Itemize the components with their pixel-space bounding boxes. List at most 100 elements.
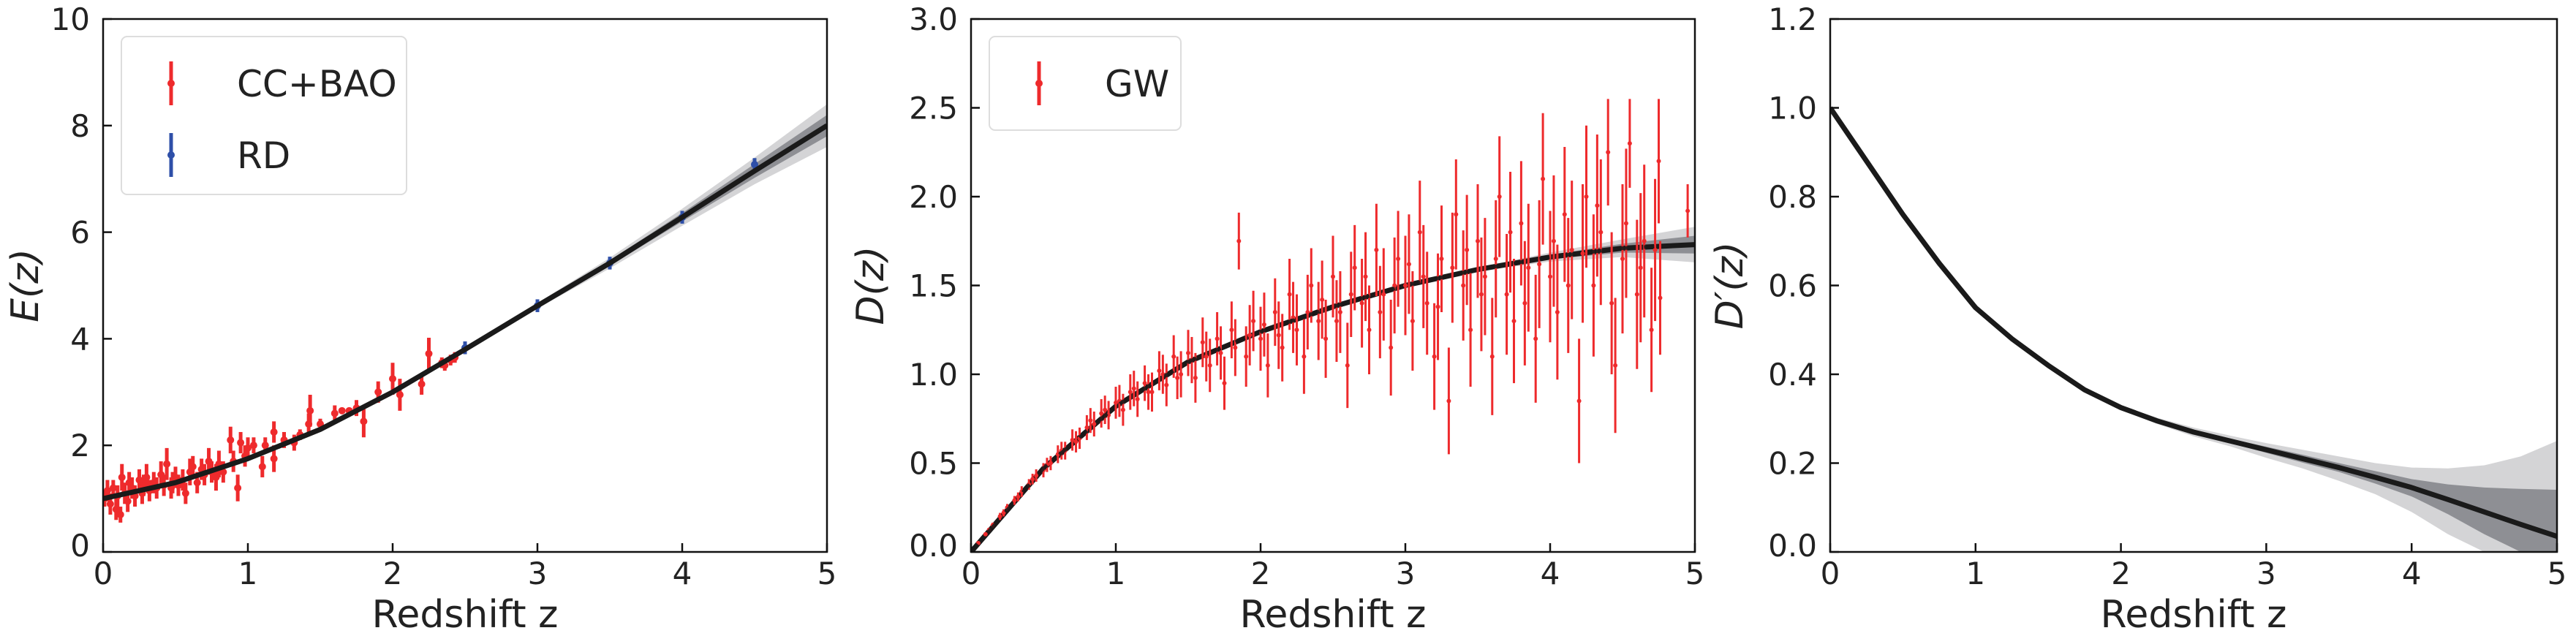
data-point: [1424, 251, 1429, 355]
marker: [1374, 247, 1379, 252]
marker: [1128, 390, 1133, 395]
data-point: [1258, 306, 1263, 371]
marker: [1186, 350, 1190, 355]
marker: [1508, 230, 1513, 235]
marker: [1287, 292, 1292, 297]
y-tick-label: 0.0: [909, 528, 958, 564]
y-tick-label: 1.5: [909, 268, 958, 304]
marker: [1175, 375, 1180, 380]
data-point: [1331, 235, 1335, 318]
data-point: [1461, 230, 1466, 341]
data-point: [1099, 399, 1104, 428]
marker: [1204, 354, 1209, 359]
data-point: [360, 405, 368, 438]
marker: [1493, 257, 1498, 262]
data-point: [1522, 241, 1527, 366]
marker: [1222, 381, 1227, 386]
data-point: [338, 406, 346, 414]
data-point: [997, 512, 1002, 520]
data-point: [1363, 232, 1368, 322]
marker: [331, 409, 339, 417]
data-point: [1135, 381, 1140, 417]
data-point: [1103, 395, 1108, 425]
marker: [1649, 328, 1654, 333]
marker: [1291, 315, 1296, 320]
marker: [1392, 283, 1397, 288]
legend-box: [121, 36, 407, 195]
marker: [1164, 382, 1169, 387]
data-point: [244, 437, 252, 459]
marker: [1236, 238, 1242, 243]
marker: [997, 514, 1002, 519]
data-point: [1128, 374, 1133, 410]
marker: [244, 444, 252, 452]
marker: [1551, 238, 1556, 243]
legend-label: CC+BAO: [237, 63, 397, 105]
marker: [425, 349, 433, 357]
data-point: [1580, 183, 1585, 323]
data-point: [1218, 326, 1223, 380]
marker: [1378, 309, 1383, 314]
marker: [124, 497, 132, 505]
data-point: [1465, 194, 1470, 306]
marker: [1261, 322, 1266, 327]
marker: [1316, 319, 1321, 324]
data-point: [1233, 319, 1238, 376]
data-point: [135, 469, 143, 491]
marker: [249, 442, 257, 450]
data-point: [1504, 234, 1509, 355]
marker: [1149, 390, 1155, 395]
marker: [1034, 473, 1039, 478]
x-tick-label: 5: [817, 556, 837, 591]
marker: [1417, 230, 1422, 235]
y-tick-label: 2.0: [909, 179, 958, 215]
y-tick-label: 0.6: [1768, 268, 1817, 304]
marker: [1504, 292, 1509, 297]
data-point: [1562, 146, 1567, 282]
marker: [1309, 283, 1314, 288]
data-point: [1179, 351, 1184, 398]
data-point: [1454, 159, 1459, 270]
data-point: [234, 474, 242, 501]
data-point: [1591, 214, 1596, 357]
data-point: [1598, 159, 1604, 306]
plot-area: [1830, 106, 2557, 552]
x-axis-label: Redshift z: [372, 593, 559, 636]
data-point: [1410, 271, 1415, 371]
data-point: [1291, 281, 1296, 353]
data-point: [1658, 241, 1663, 355]
data-point: [983, 531, 988, 537]
y-tick-label: 0.2: [1768, 446, 1817, 482]
data-point: [1489, 298, 1495, 415]
x-tick-label: 2: [383, 556, 403, 591]
data-point: [1117, 385, 1122, 417]
data-point: [1316, 281, 1321, 360]
marker: [237, 439, 245, 447]
data-point: [1642, 164, 1647, 318]
x-tick-label: 1: [1106, 556, 1126, 591]
marker: [227, 436, 235, 444]
marker: [112, 505, 120, 513]
y-axis-label: D′(z): [1708, 242, 1752, 330]
legend-marker-icon: [167, 80, 175, 87]
data-point: [1381, 248, 1386, 341]
y-tick-label: 1.2: [1768, 1, 1817, 37]
data-point: [1309, 248, 1314, 323]
marker: [1016, 494, 1021, 499]
band-1sigma: [1830, 107, 2557, 552]
data-point: [1541, 113, 1546, 245]
data-point: [1164, 363, 1169, 406]
marker: [1555, 309, 1560, 314]
data-point: [227, 426, 235, 454]
series-cc-bao: [103, 337, 459, 523]
legend: CC+BAO RD: [121, 36, 407, 195]
y-tick-label: 10: [51, 1, 90, 37]
marker: [1142, 381, 1147, 386]
panel-dprime: 0 1 2 3 4 5 0.0 0.2 0.4 0.6 0.8 1.0 1.2 Redshift z D′(…: [1708, 1, 2566, 636]
data-point: [1261, 292, 1266, 357]
data-point: [1294, 294, 1299, 366]
marker: [1179, 372, 1184, 376]
x-tick-label: 0: [962, 556, 981, 591]
x-axis-label: Redshift z: [2101, 593, 2287, 636]
x-tick-label: 4: [1541, 556, 1560, 591]
